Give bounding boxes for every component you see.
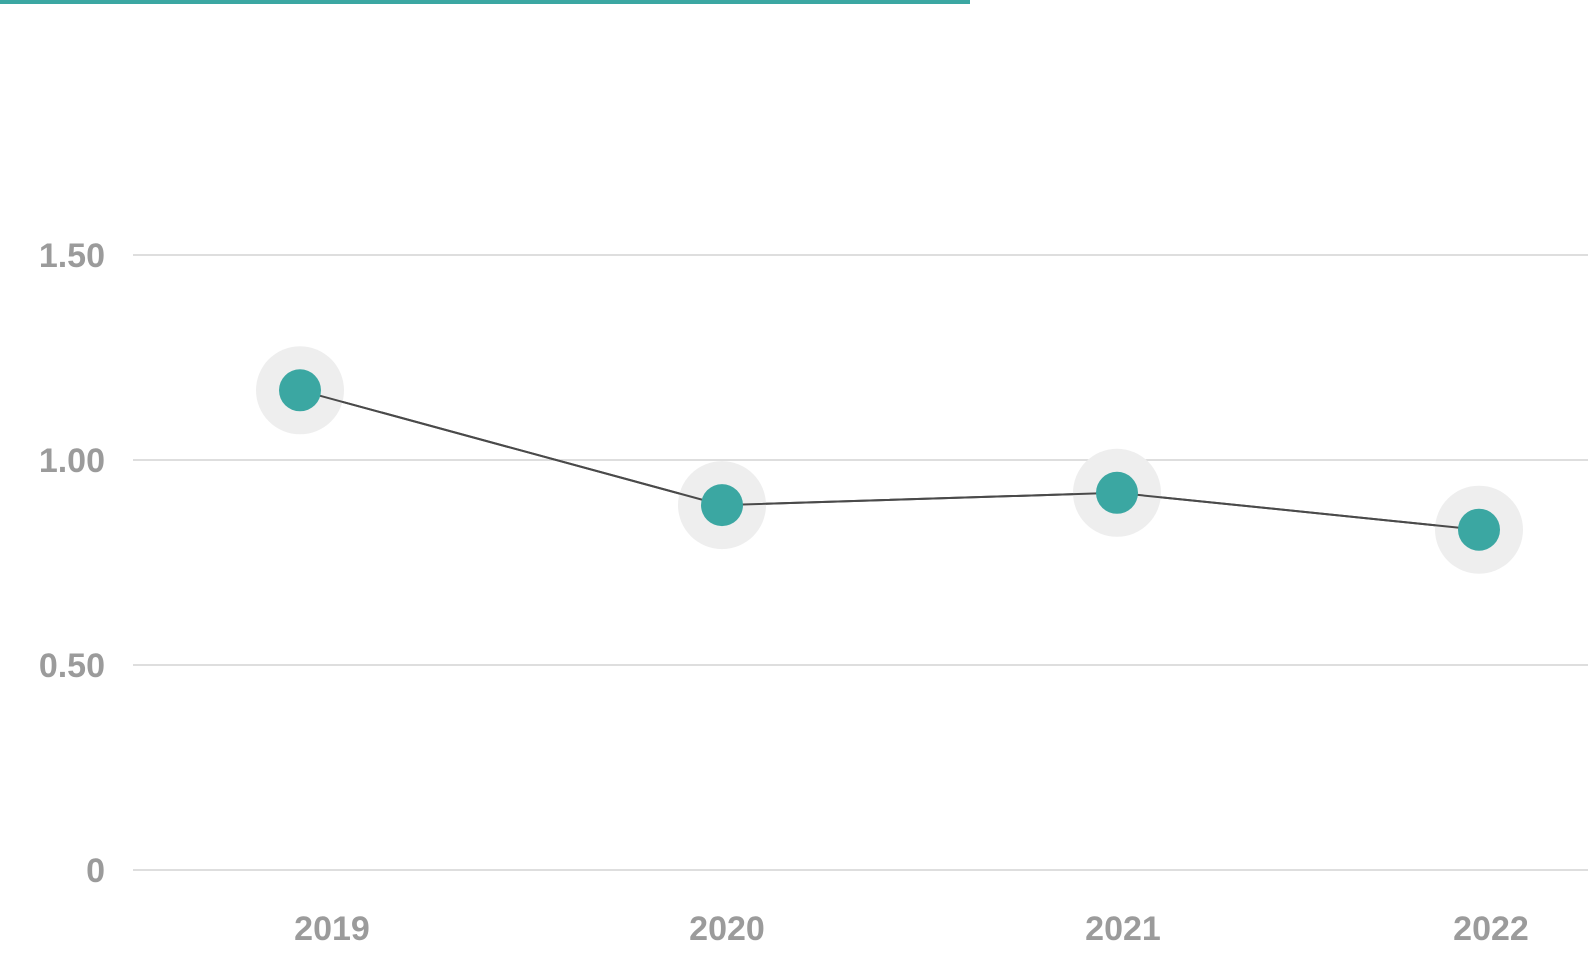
data-point-2020	[701, 484, 743, 527]
y-tick-label-1: 0.50	[39, 647, 105, 685]
y-tick-label-3: 1.50	[39, 237, 105, 275]
data-point-2019	[279, 369, 321, 412]
series	[256, 346, 1523, 574]
top-accent-bar	[0, 0, 970, 4]
series-line-overlay-0	[299, 389, 1480, 531]
data-point-2022	[1458, 508, 1500, 551]
grid-lines	[133, 254, 1588, 871]
data-point-2021	[1096, 471, 1138, 514]
x-tick-label-2022: 2022	[1453, 910, 1529, 948]
x-tick-label-2020: 2020	[689, 910, 765, 948]
x-tick-label-2021: 2021	[1085, 910, 1161, 948]
y-axis-ticks: 0 0.50 1.00 1.50	[39, 237, 105, 890]
y-tick-label-0: 0	[86, 852, 105, 890]
x-tick-label-2019: 2019	[294, 910, 370, 948]
y-tick-label-2: 1.00	[39, 442, 105, 480]
x-axis-ticks: 2019 2020 2021 2022	[294, 910, 1529, 948]
